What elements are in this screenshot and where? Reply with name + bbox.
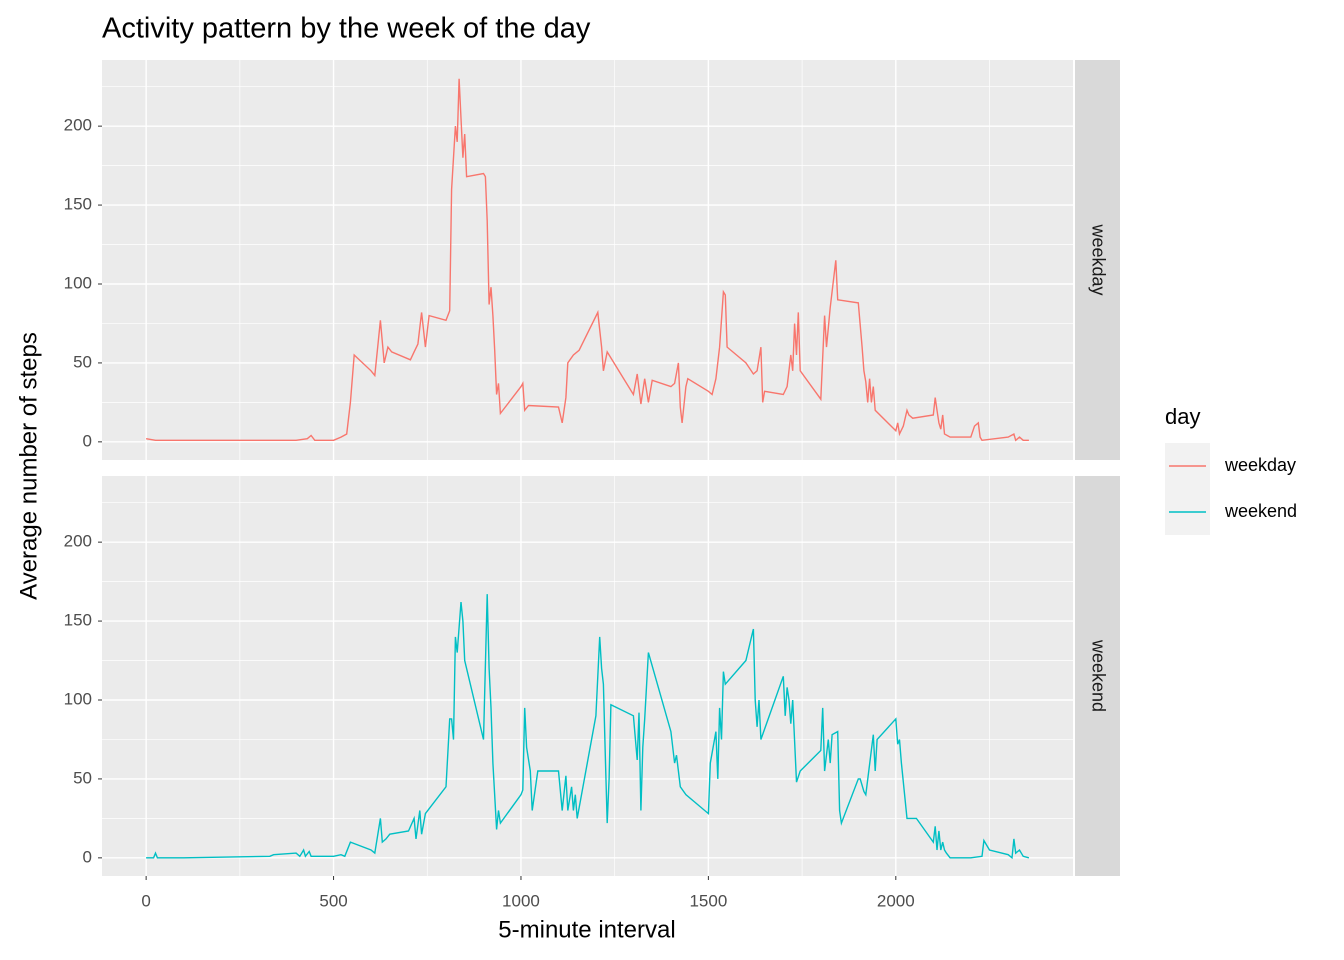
- line: [145, 78, 1029, 442]
- y-tick-label: 100: [64, 273, 92, 292]
- y-axis-title: Average number of steps: [15, 332, 42, 600]
- strip-label: weekend: [1088, 639, 1108, 712]
- legend-label: weekend: [1224, 501, 1297, 521]
- y-tick-label: 0: [83, 847, 92, 866]
- strip-background: [1075, 476, 1120, 876]
- y-tick-label: 150: [64, 195, 92, 214]
- legend-title: day: [1165, 404, 1200, 429]
- x-tick-label: 1000: [502, 891, 540, 910]
- y-tick-label: 200: [64, 116, 92, 135]
- y-tick-label: 0: [83, 431, 92, 450]
- y-tick-label: 100: [64, 689, 92, 708]
- panel-background: [102, 60, 1073, 460]
- legend-label: weekday: [1224, 455, 1296, 475]
- x-tick-label: 2000: [877, 891, 915, 910]
- y-tick-label: 50: [73, 352, 92, 371]
- strip-background: [1075, 60, 1120, 460]
- chart-title: Activity pattern by the week of the day: [102, 13, 591, 45]
- x-axis-title: 5-minute interval: [498, 916, 675, 943]
- x-tick-label: 1500: [689, 891, 727, 910]
- panel-background: [102, 476, 1073, 876]
- y-tick-label: 200: [64, 532, 92, 551]
- x-tick-label: 0: [141, 891, 150, 910]
- strip-label: weekday: [1088, 223, 1108, 295]
- y-tick-label: 150: [64, 611, 92, 630]
- line: [146, 594, 1030, 860]
- x-tick-label: 500: [319, 891, 347, 910]
- y-tick-label: 50: [73, 768, 92, 787]
